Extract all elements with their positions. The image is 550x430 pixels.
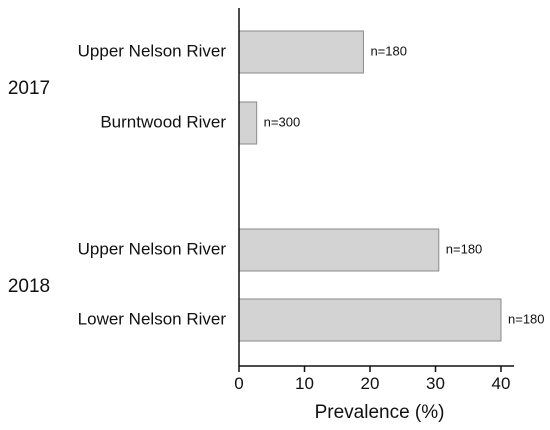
data-label: n=180 xyxy=(508,311,545,326)
bar-2017-1 xyxy=(238,30,364,74)
bar-2018-2 xyxy=(238,298,502,342)
x-tick-label: 0 xyxy=(234,374,243,393)
category-label: Upper Nelson River xyxy=(78,41,227,60)
category-label: Burntwood River xyxy=(100,112,226,131)
group-label-2017: 2017 xyxy=(8,78,50,99)
data-label: n=300 xyxy=(264,114,301,129)
x-axis-title: Prevalence (%) xyxy=(315,402,445,423)
bar-2018-1 xyxy=(238,228,440,272)
category-label: Upper Nelson River xyxy=(78,239,227,258)
category-label: Lower Nelson River xyxy=(78,309,227,328)
x-tick-label: 40 xyxy=(492,374,511,393)
bars-layer xyxy=(238,30,502,342)
bar-2017-2 xyxy=(238,101,258,145)
x-tick-label: 10 xyxy=(295,374,314,393)
labels-layer: 2017 Upper Nelson River n=180 Burntwood Riv… xyxy=(8,41,545,328)
x-ticks-layer: 0 10 20 30 40 xyxy=(234,366,510,393)
data-label: n=180 xyxy=(370,43,407,58)
x-tick-label: 20 xyxy=(361,374,380,393)
group-label-2018: 2018 xyxy=(8,276,50,297)
data-label: n=180 xyxy=(446,241,483,256)
x-tick-label: 30 xyxy=(426,374,445,393)
